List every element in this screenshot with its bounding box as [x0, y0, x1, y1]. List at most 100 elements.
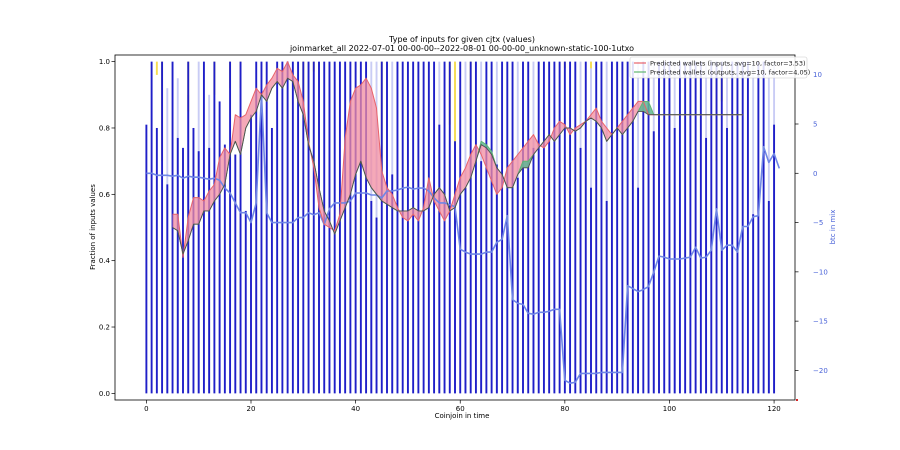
blue-bar [715, 61, 718, 394]
blue-bar [558, 61, 561, 394]
blue-bar [166, 184, 169, 394]
blue-bar [757, 61, 760, 394]
y-right-tick-label: −15 [813, 318, 828, 326]
blue-bar [307, 61, 310, 394]
blue-bar [642, 61, 645, 394]
blue-bar [569, 61, 572, 394]
blue-bar [752, 214, 755, 394]
blue-bar [344, 61, 347, 394]
blue-bar [574, 61, 577, 394]
blue-bar [406, 61, 409, 394]
blue-bar [338, 61, 341, 394]
blue-bar [652, 131, 655, 394]
x-tick-label: 80 [560, 405, 569, 413]
y-tick-label: 0.6 [99, 191, 111, 199]
x-tick-label: 120 [767, 405, 780, 413]
blue-bar [182, 147, 184, 394]
y-right-axis-label: btc in mix [829, 210, 837, 245]
blue-bar [590, 187, 592, 394]
plot-frame [114, 54, 796, 401]
blue-bar [485, 61, 488, 394]
blue-bar [448, 61, 451, 394]
blue-bar [359, 61, 362, 394]
legend-label-outputs: Predicted wallets (outputs, avg=10, fact… [650, 69, 810, 77]
legend-box [629, 56, 808, 79]
blue-bar [155, 127, 158, 394]
blue-bar [312, 61, 315, 394]
blue-bar [412, 61, 415, 394]
blue-bar [626, 61, 629, 394]
blue-bar [595, 61, 598, 394]
blue-bar [584, 61, 587, 394]
blue-bar [767, 200, 770, 394]
blue-bar [176, 137, 179, 394]
blue-bar [710, 61, 713, 394]
y-tick-label: 0.4 [99, 257, 111, 265]
blue-bar [673, 127, 676, 394]
blue-bar [495, 164, 498, 394]
blue-bar [563, 61, 566, 394]
blue-bar [731, 61, 734, 394]
blue-bar [459, 61, 462, 394]
blue-bar [291, 61, 294, 394]
blue-bar [726, 127, 728, 394]
blue-bar [548, 61, 551, 394]
blue-bar [480, 161, 483, 394]
bars-layer [145, 61, 776, 394]
blue-bar [647, 61, 650, 394]
blue-bar [658, 61, 660, 394]
y-right-tick-label: −5 [813, 219, 823, 227]
blue-bar [349, 61, 352, 394]
blue-bar [663, 61, 666, 394]
blue-bar [250, 114, 252, 394]
blue-bar [396, 61, 399, 394]
blue-bar [694, 61, 697, 394]
legend: Predicted wallets (inputs, avg=10, facto… [629, 56, 810, 79]
blue-bar [542, 61, 545, 394]
blue-bar [333, 61, 336, 394]
blue-bar [736, 61, 739, 394]
blue-bar [391, 174, 394, 394]
blue-bar [365, 61, 368, 394]
blue-bar [286, 61, 289, 394]
y-right-tick-label: 5 [813, 121, 817, 129]
blue-bar [746, 61, 749, 394]
axis-marker [796, 399, 798, 401]
blue-bar [699, 61, 702, 394]
blue-bar [532, 147, 535, 394]
yellow-bar [590, 61, 592, 69]
blue-bar [605, 200, 608, 394]
blue-bar [600, 61, 603, 394]
blue-bar [276, 61, 279, 394]
blue-bar [197, 151, 200, 394]
blue-bar [417, 61, 420, 394]
legend-label-inputs: Predicted wallets (inputs, avg=10, facto… [650, 60, 806, 68]
chart-subtitle: joinmarket_all 2022-07-01 00-00-00--2022… [289, 44, 634, 53]
y-right-tick-label: −10 [813, 268, 828, 276]
blue-bar [433, 61, 436, 394]
blue-bar [762, 61, 765, 394]
y-axis-label: Fraction of inputs values [89, 184, 97, 270]
blue-bar [202, 61, 205, 394]
blue-bar [773, 124, 776, 394]
blue-bar [621, 61, 624, 394]
blue-bar [678, 61, 681, 394]
blue-bar [474, 61, 477, 394]
blue-bar [323, 61, 326, 394]
blue-bar [260, 61, 263, 394]
blue-bar [208, 147, 211, 394]
blue-bar [401, 61, 404, 394]
y-right-tick-label: 10 [813, 71, 822, 79]
blue-bar [689, 61, 692, 394]
blue-bar [218, 101, 221, 394]
blue-bar [265, 61, 268, 394]
y-right-tick-label: −20 [813, 367, 828, 375]
blue-bar [318, 61, 320, 394]
y-tick-label: 0.8 [99, 124, 110, 132]
inputs-line [172, 61, 743, 258]
blue-bar [610, 61, 613, 394]
btc-in-mix-line [146, 93, 781, 384]
yellow-bar [454, 61, 456, 145]
